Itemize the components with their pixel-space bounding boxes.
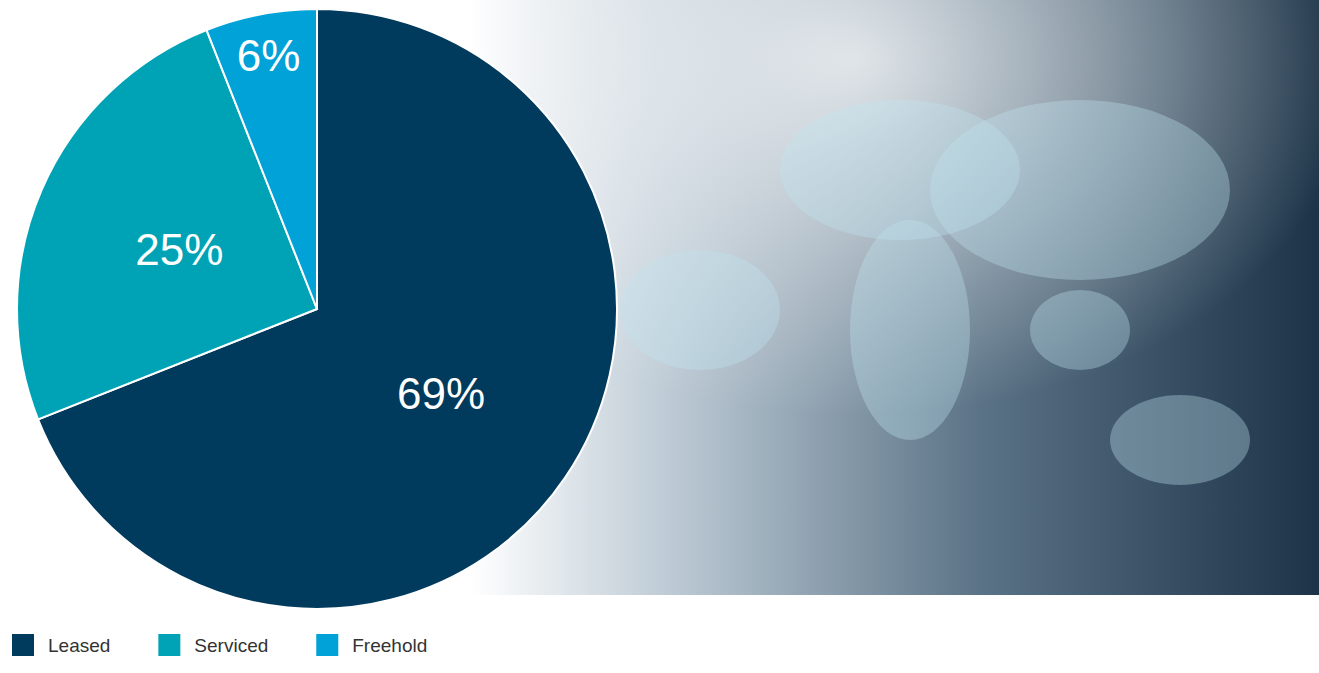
legend-swatch [158,634,180,656]
data-label: 69% [397,369,485,418]
map-shape [620,250,780,370]
map-shape [1110,395,1250,485]
data-label: 25% [135,225,223,274]
data-labels: 69% 25% 6% [135,31,485,418]
legend: Leased Serviced Freehold [12,634,427,656]
legend-swatch [316,634,338,656]
legend-swatch [12,634,34,656]
legend-label: Freehold [352,635,427,656]
map-shape [850,220,970,440]
chart-root: 69% 25% 6% Leased Serviced Freehold [0,0,1319,673]
map-shape [930,100,1230,280]
legend-label: Serviced [194,635,268,656]
map-shape [1030,290,1130,370]
data-label: 6% [237,31,301,80]
legend-label: Leased [48,635,110,656]
pie [17,9,617,609]
